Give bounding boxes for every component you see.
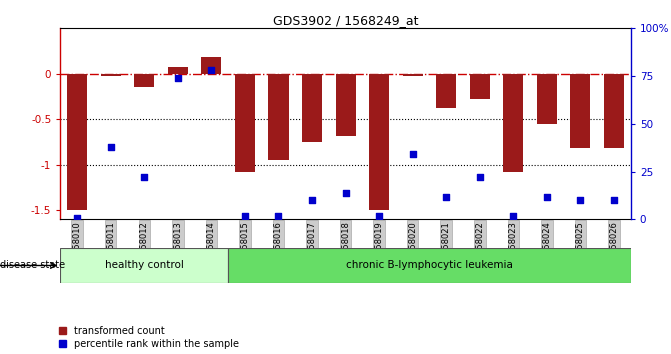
Point xyxy=(508,213,519,218)
Title: GDS3902 / 1568249_at: GDS3902 / 1568249_at xyxy=(273,14,418,27)
Bar xyxy=(201,57,221,74)
Bar xyxy=(101,74,121,76)
Bar xyxy=(436,74,456,108)
Bar xyxy=(134,74,154,87)
Point xyxy=(105,144,116,150)
Point xyxy=(240,213,250,218)
Legend: transformed count, percentile rank within the sample: transformed count, percentile rank withi… xyxy=(58,326,239,349)
Point xyxy=(474,175,485,180)
Bar xyxy=(403,74,423,76)
Bar xyxy=(336,74,356,136)
Bar xyxy=(168,67,188,74)
Bar xyxy=(60,248,228,283)
Bar xyxy=(67,74,87,210)
Point xyxy=(609,198,619,203)
Point xyxy=(541,194,552,199)
Text: chronic B-lymphocytic leukemia: chronic B-lymphocytic leukemia xyxy=(346,261,513,270)
Bar xyxy=(235,74,255,172)
Point xyxy=(340,190,351,195)
Point xyxy=(575,198,586,203)
Bar xyxy=(268,74,289,160)
Text: disease state: disease state xyxy=(0,261,65,270)
Point xyxy=(407,152,418,157)
Bar xyxy=(228,248,631,283)
Bar xyxy=(302,74,322,142)
Point xyxy=(206,68,217,73)
Bar xyxy=(570,74,590,148)
Text: healthy control: healthy control xyxy=(105,261,184,270)
Point xyxy=(72,215,83,221)
Bar xyxy=(503,74,523,172)
Point xyxy=(139,175,150,180)
Point xyxy=(307,198,317,203)
Point xyxy=(374,213,384,218)
Bar xyxy=(470,74,490,99)
Bar xyxy=(604,74,624,148)
Bar xyxy=(537,74,557,124)
Bar xyxy=(369,74,389,210)
Point xyxy=(273,213,284,218)
Point xyxy=(441,194,452,199)
Point xyxy=(172,75,183,81)
